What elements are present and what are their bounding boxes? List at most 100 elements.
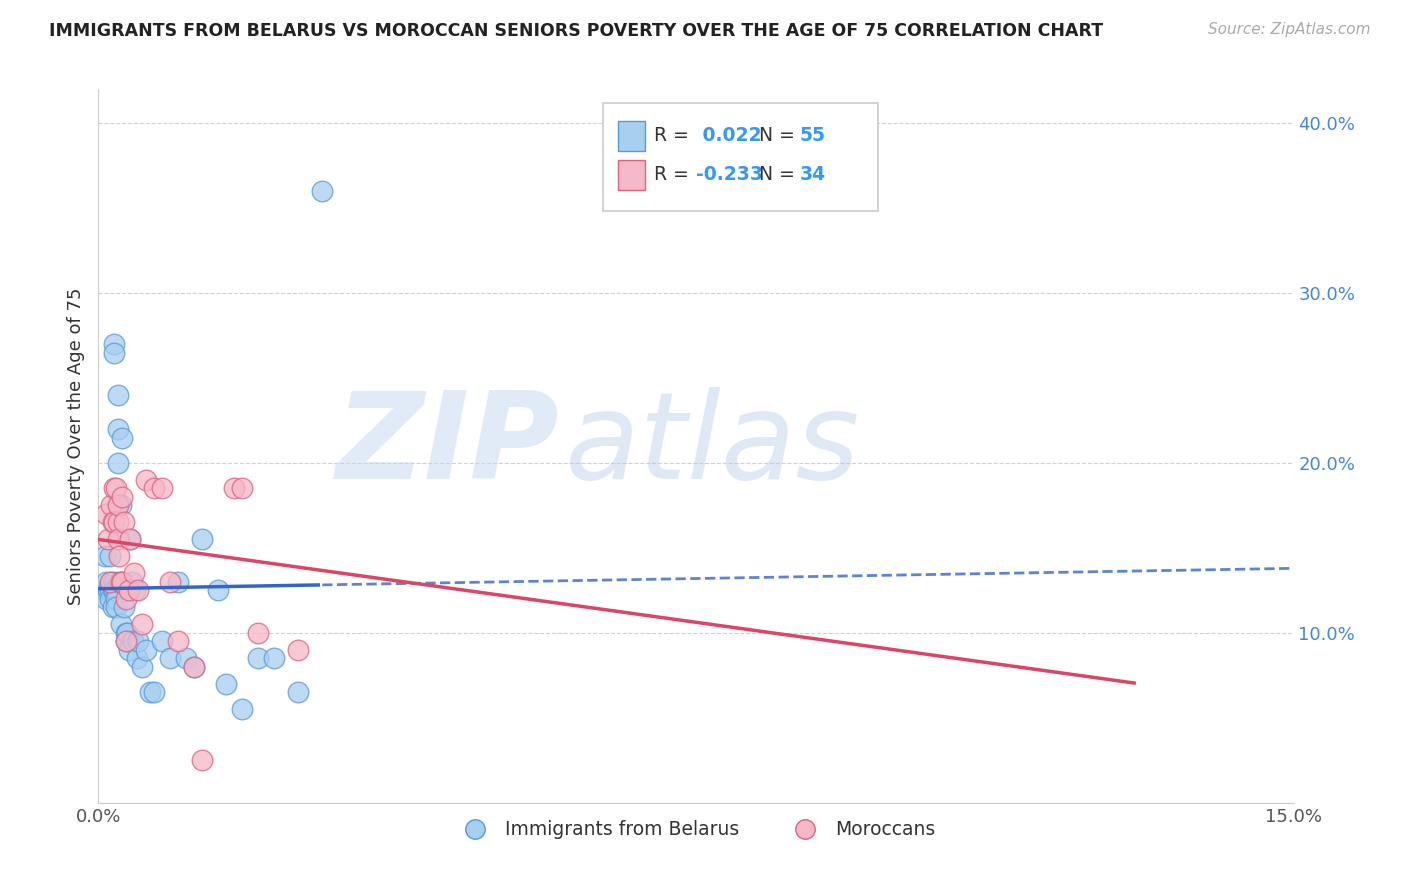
Point [103,574,125,589]
Point [139,685,162,699]
FancyBboxPatch shape [603,103,877,211]
Point [118,643,141,657]
Point [107,516,129,530]
Point [287,643,309,657]
Point [101,583,124,598]
Point [174,651,197,665]
Point [111,574,134,589]
Point [118,583,141,598]
Point [112,516,135,530]
Text: 0.022: 0.022 [696,126,762,145]
Text: R =: R = [654,165,695,185]
Point [215,677,238,691]
Point [98,583,121,598]
Point [98,574,121,589]
Point [124,583,146,598]
Point [167,574,190,589]
Point [108,533,131,547]
Point [246,626,269,640]
Point [287,685,309,699]
Point [100,574,122,589]
Point [135,643,157,657]
Point [104,600,127,615]
Point [98,591,122,606]
Point [96,591,118,606]
Point [107,533,129,547]
Point [104,583,127,598]
Point [125,651,148,665]
Point [103,337,125,351]
Point [143,685,166,699]
Point [115,634,138,648]
Point [159,574,181,589]
Point [98,549,122,564]
Point [112,600,135,615]
Point [127,634,149,648]
Point [103,583,125,598]
Point [96,574,118,589]
Point [101,600,124,615]
Point [94,583,117,598]
Point [111,430,134,444]
Point [191,533,214,547]
Point [107,499,129,513]
Point [231,702,253,716]
Point [191,753,214,767]
Point [114,591,136,606]
Point [150,482,173,496]
Point [143,482,166,496]
Text: N =: N = [748,126,801,145]
Point [101,516,124,530]
Point [110,499,132,513]
Point [110,574,132,589]
Point [107,456,129,470]
Point [159,651,181,665]
Point [183,660,205,674]
Point [107,422,129,436]
Point [263,651,285,665]
Point [207,583,229,598]
Y-axis label: Seniors Poverty Over the Age of 75: Seniors Poverty Over the Age of 75 [66,287,84,605]
Point [120,533,142,547]
Point [120,533,142,547]
Point [108,574,131,589]
Point [104,591,127,606]
Point [114,634,136,648]
Point [103,516,125,530]
Text: 34: 34 [800,165,827,185]
Point [122,634,145,648]
Point [121,574,143,589]
Point [231,482,253,496]
Point [131,617,153,632]
Point [107,388,129,402]
Point [131,660,153,674]
FancyBboxPatch shape [619,160,644,190]
Point [103,482,125,496]
Point [114,626,136,640]
FancyBboxPatch shape [619,120,644,151]
Legend: Immigrants from Belarus, Moroccans: Immigrants from Belarus, Moroccans [449,813,943,847]
Text: -0.233: -0.233 [696,165,763,185]
Point [110,617,132,632]
Point [97,533,120,547]
Text: N =: N = [748,165,801,185]
Text: Source: ZipAtlas.com: Source: ZipAtlas.com [1208,22,1371,37]
Point [96,507,118,521]
Point [124,566,146,581]
Text: atlas: atlas [565,387,860,505]
Point [183,660,205,674]
Point [150,634,173,648]
Point [311,184,333,198]
Point [246,651,269,665]
Point [107,499,129,513]
Point [103,345,125,359]
Text: 55: 55 [800,126,825,145]
Point [100,499,122,513]
Point [97,583,120,598]
Point [222,482,245,496]
Point [127,583,149,598]
Point [94,549,117,564]
Point [167,634,190,648]
Point [108,549,131,564]
Point [115,626,138,640]
